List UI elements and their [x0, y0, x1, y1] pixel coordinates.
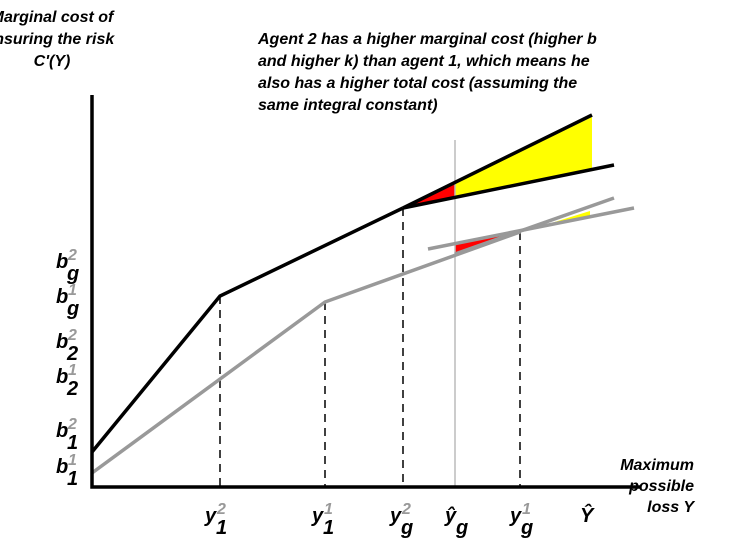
y-tick-label-sub: 1	[67, 432, 78, 454]
x-tick-label-sub: g	[520, 517, 533, 539]
y-tick-label-sup: 1	[68, 452, 77, 469]
x-tick-label: y	[311, 505, 324, 527]
x-tick-label-sub: 1	[216, 517, 227, 539]
y-tick-label: b	[56, 456, 68, 478]
x-tick-label-sup: 2	[216, 501, 226, 518]
y-tick-label-sub: 2	[66, 343, 78, 365]
axes	[90, 95, 640, 489]
x-axis-label: possible	[628, 478, 694, 495]
x-tick-label-sup: 2	[401, 501, 411, 518]
annotation: also has a higher total cost (assuming t…	[258, 75, 577, 92]
x-tick-label: y	[389, 505, 402, 527]
y-tick-label: b	[56, 366, 68, 388]
y-axis-label: C'(Y)	[34, 53, 71, 70]
agent2-curve	[90, 113, 615, 454]
x-axis-label: loss Y	[647, 499, 695, 516]
x-axis-label: Maximum	[620, 457, 694, 474]
annotation: and higher k) than agent 1, which means …	[258, 53, 590, 70]
y-tick-label-sub: g	[66, 298, 79, 320]
y-tick-label-sup: 2	[67, 416, 77, 433]
y-axis-label: insuring the risk	[0, 31, 115, 48]
x-tick-label-sup: 1	[324, 501, 333, 518]
y-tick-label: b	[56, 331, 68, 353]
x-tick-label-sup: 1	[522, 501, 531, 518]
annotation: same integral constant)	[258, 97, 438, 114]
x-tick-label: y	[204, 505, 217, 527]
x-tick-label-sub: 1	[323, 517, 334, 539]
dashed-lines	[219, 208, 521, 487]
y-tick-label-sub: 1	[67, 468, 78, 490]
x-tick-label-sub: g	[455, 517, 468, 539]
agent1-curve	[90, 196, 635, 475]
x-tick-label: Ŷ	[580, 503, 595, 527]
y-tick-label: b	[56, 251, 68, 273]
y-tick-label: b	[56, 286, 68, 308]
y-tick-label-sup: 1	[68, 362, 77, 379]
y-tick-label-sub: 2	[66, 378, 78, 400]
x-tick-label: ŷ	[444, 505, 457, 527]
y-tick-label: b	[56, 420, 68, 442]
y-tick-label-sup: 2	[67, 327, 77, 344]
annotation: Agent 2 has a higher marginal cost (high…	[257, 31, 597, 48]
y-axis-label: Marginal cost of	[0, 9, 115, 26]
y-tick-label-sup: 2	[67, 247, 77, 264]
x-tick-label: y	[509, 505, 522, 527]
y-tick-label-sup: 1	[68, 282, 77, 299]
x-tick-label-sub: g	[400, 517, 413, 539]
y-tick-label-sub: g	[66, 263, 79, 285]
yellow-area-small	[545, 211, 590, 225]
